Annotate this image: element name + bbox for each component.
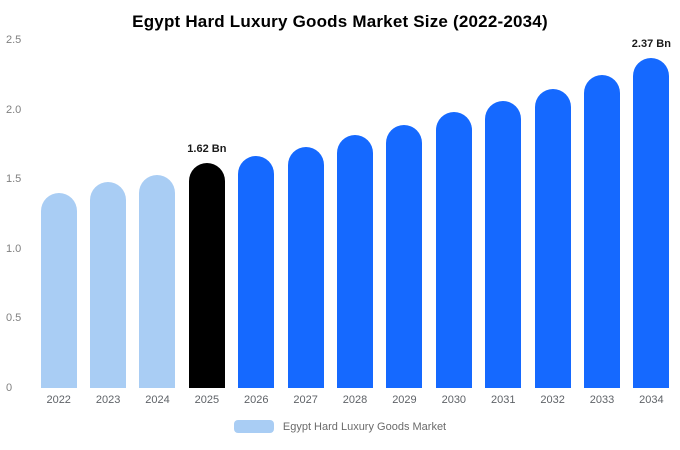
chart-title: Egypt Hard Luxury Goods Market Size (202…	[132, 12, 548, 31]
bar-area: 1.62 Bn	[182, 40, 231, 388]
bar-2023	[90, 181, 127, 388]
y-axis-tick-label: 0	[6, 382, 13, 394]
bar-2030	[435, 112, 472, 388]
plot-area: 2022 2023 2024 1.62 Bn 2025 2026 2027 2028 2029 2…	[34, 38, 676, 412]
bar-2028	[337, 134, 374, 388]
bar-2025	[188, 162, 225, 388]
bar-value-label: 1.62 Bn	[187, 142, 227, 155]
bar-chart: 0 0.5 1.0 1.5 2.0 2.5 2022 2023 2024 1.62 Bn 2025…	[0, 34, 680, 412]
bar-value-label: 2.37 Bn	[631, 38, 671, 51]
bar-area	[133, 40, 182, 388]
bar-column: 2029	[380, 40, 429, 412]
x-axis-label: 2026	[244, 394, 269, 406]
bar-2032	[534, 88, 571, 388]
legend-label: Egypt Hard Luxury Goods Market	[282, 420, 447, 433]
bar-2022	[40, 193, 77, 388]
bar-area: 2.37 Bn	[627, 38, 676, 388]
x-axis-label: 2024	[145, 394, 170, 406]
legend-swatch	[233, 420, 274, 433]
bar-area	[232, 40, 281, 388]
x-axis-label: 2031	[490, 394, 516, 406]
y-axis-tick-label: 1.5	[6, 173, 22, 186]
x-axis-label: 2033	[589, 394, 615, 406]
x-axis-label: 2030	[441, 394, 467, 406]
x-axis-label: 2034	[639, 394, 664, 406]
bar-2034	[633, 58, 670, 388]
bar-area	[83, 40, 132, 388]
bar-area	[528, 40, 577, 388]
y-axis-tick-label: 0.5	[6, 312, 22, 325]
bar-area	[577, 40, 626, 388]
x-axis-label: 2032	[540, 394, 565, 406]
bar-column: 2022	[34, 40, 83, 412]
x-axis-label: 2027	[293, 394, 318, 406]
bar-column: 2027	[281, 40, 330, 412]
bar-column: 2024	[133, 40, 182, 412]
bar-column: 2033	[577, 40, 626, 412]
bar-area	[330, 40, 379, 388]
bar-2026	[238, 155, 275, 388]
bar-column: 2031	[479, 40, 528, 412]
bar-area	[380, 40, 429, 388]
bar-area	[281, 40, 330, 388]
bar-2024	[139, 175, 176, 388]
bar-area	[34, 40, 83, 388]
y-axis-tick-label: 2.0	[6, 103, 22, 116]
bar-column: 2023	[83, 40, 132, 412]
x-axis-label: 2022	[46, 394, 71, 406]
bar-column: 2026	[232, 40, 281, 412]
x-axis-label: 2025	[194, 394, 220, 406]
y-axis-tick-label: 2.5	[6, 34, 22, 46]
y-axis: 0 0.5 1.0 1.5 2.0 2.5	[4, 34, 34, 394]
bar-column: 1.62 Bn 2025	[182, 40, 231, 412]
bar-2029	[386, 124, 423, 388]
bar-2033	[583, 74, 620, 388]
bar-column: 2030	[429, 40, 478, 412]
bar-column: 2028	[330, 40, 379, 412]
bar-area	[429, 40, 478, 388]
x-axis-label: 2029	[392, 394, 417, 406]
y-axis-tick-label: 1.0	[6, 242, 22, 255]
bar-area	[479, 40, 528, 388]
bar-column: 2.37 Bn 2034	[627, 38, 676, 412]
x-axis-label: 2028	[342, 394, 368, 406]
legend: Egypt Hard Luxury Goods Market	[0, 420, 680, 433]
bar-column: 2032	[528, 40, 577, 412]
bar-2031	[485, 101, 522, 388]
x-axis-label: 2023	[95, 394, 121, 406]
bar-2027	[287, 147, 324, 388]
